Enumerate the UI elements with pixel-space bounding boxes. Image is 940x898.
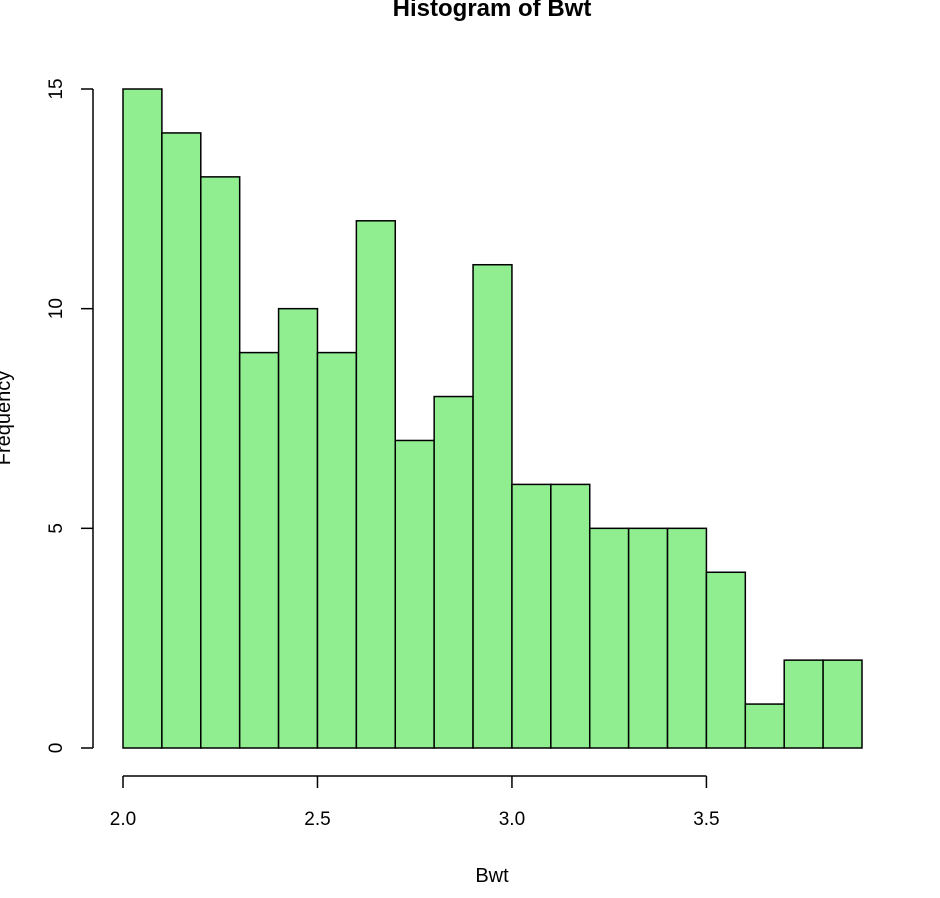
histogram-bar <box>200 176 241 749</box>
histogram-bar <box>511 483 552 749</box>
histogram-bar <box>433 395 474 749</box>
chart-title: Histogram of Bwt <box>393 0 592 22</box>
y-tick-label: 10 <box>46 298 67 319</box>
histogram-bar <box>627 527 669 749</box>
histogram-bar <box>316 351 358 749</box>
histogram-bar <box>588 527 630 749</box>
x-axis: 2.0 2.5 3.0 3.5 <box>110 775 720 830</box>
histogram-bar <box>355 220 397 749</box>
histogram-bar <box>822 659 863 749</box>
histogram-bar <box>238 351 280 749</box>
x-axis-label: Bwt <box>475 865 509 887</box>
y-axis: 0 5 10 15 <box>46 78 94 754</box>
x-tick-label: 2.0 <box>110 809 136 830</box>
histogram-bar <box>783 659 824 749</box>
histogram-bar <box>744 703 785 749</box>
bars-group <box>122 88 863 749</box>
histogram-bar <box>122 88 163 749</box>
y-tick-label: 15 <box>46 78 67 99</box>
y-axis-label: Frequency <box>0 371 15 466</box>
histogram-bar <box>472 263 513 749</box>
histogram-bar <box>666 527 708 749</box>
histogram-bar <box>550 483 591 749</box>
y-tick-label: 0 <box>46 743 67 754</box>
histogram-bar <box>394 439 435 749</box>
histogram-bar <box>161 132 202 749</box>
histogram-bar <box>277 307 319 749</box>
x-tick-label: 3.5 <box>693 809 719 830</box>
x-tick-label: 3.0 <box>499 809 525 830</box>
y-tick-label: 5 <box>46 523 67 534</box>
x-tick-label: 2.5 <box>304 809 330 830</box>
histogram-bar <box>705 571 747 749</box>
